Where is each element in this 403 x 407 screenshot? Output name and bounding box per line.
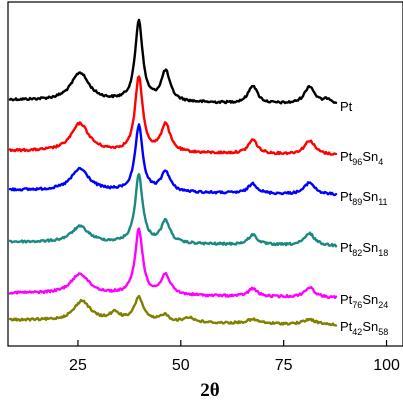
series-label-Pt42Sn58: Pt42Sn58: [340, 319, 388, 337]
plot-frame: [7, 1, 403, 347]
x-tick-label-75: 75: [275, 357, 293, 374]
x-tick-label-25: 25: [69, 357, 87, 374]
series-line-Pt: [8, 18, 338, 105]
series-label-Pt: Pt: [340, 99, 353, 114]
traces-layer: [8, 18, 338, 327]
series-line-Pt89Sn11: [8, 123, 338, 197]
series-line-Pt76Sn24: [8, 227, 338, 300]
x-tick-label-100: 100: [373, 357, 400, 374]
x-axis-ticks: 25 50 75 100: [69, 340, 400, 374]
x-tick-label-50: 50: [172, 357, 190, 374]
series-label-Pt96Sn4: Pt96Sn4: [340, 149, 383, 167]
series-line-Pt42Sn58: [8, 294, 338, 327]
x-axis-title: 2θ: [200, 380, 220, 401]
series-line-Pt96Sn4: [8, 75, 338, 156]
series-line-Pt82Sn18: [8, 172, 338, 248]
series-label-Pt76Sn24: Pt76Sn24: [340, 292, 388, 310]
series-label-Pt82Sn18: Pt82Sn18: [340, 240, 388, 258]
series-labels-layer: Pt Pt96Sn4 Pt89Sn11 Pt82Sn18 Pt76Sn24 Pt42Sn5…: [340, 99, 388, 337]
series-label-Pt89Sn11: Pt89Sn11: [340, 189, 388, 207]
